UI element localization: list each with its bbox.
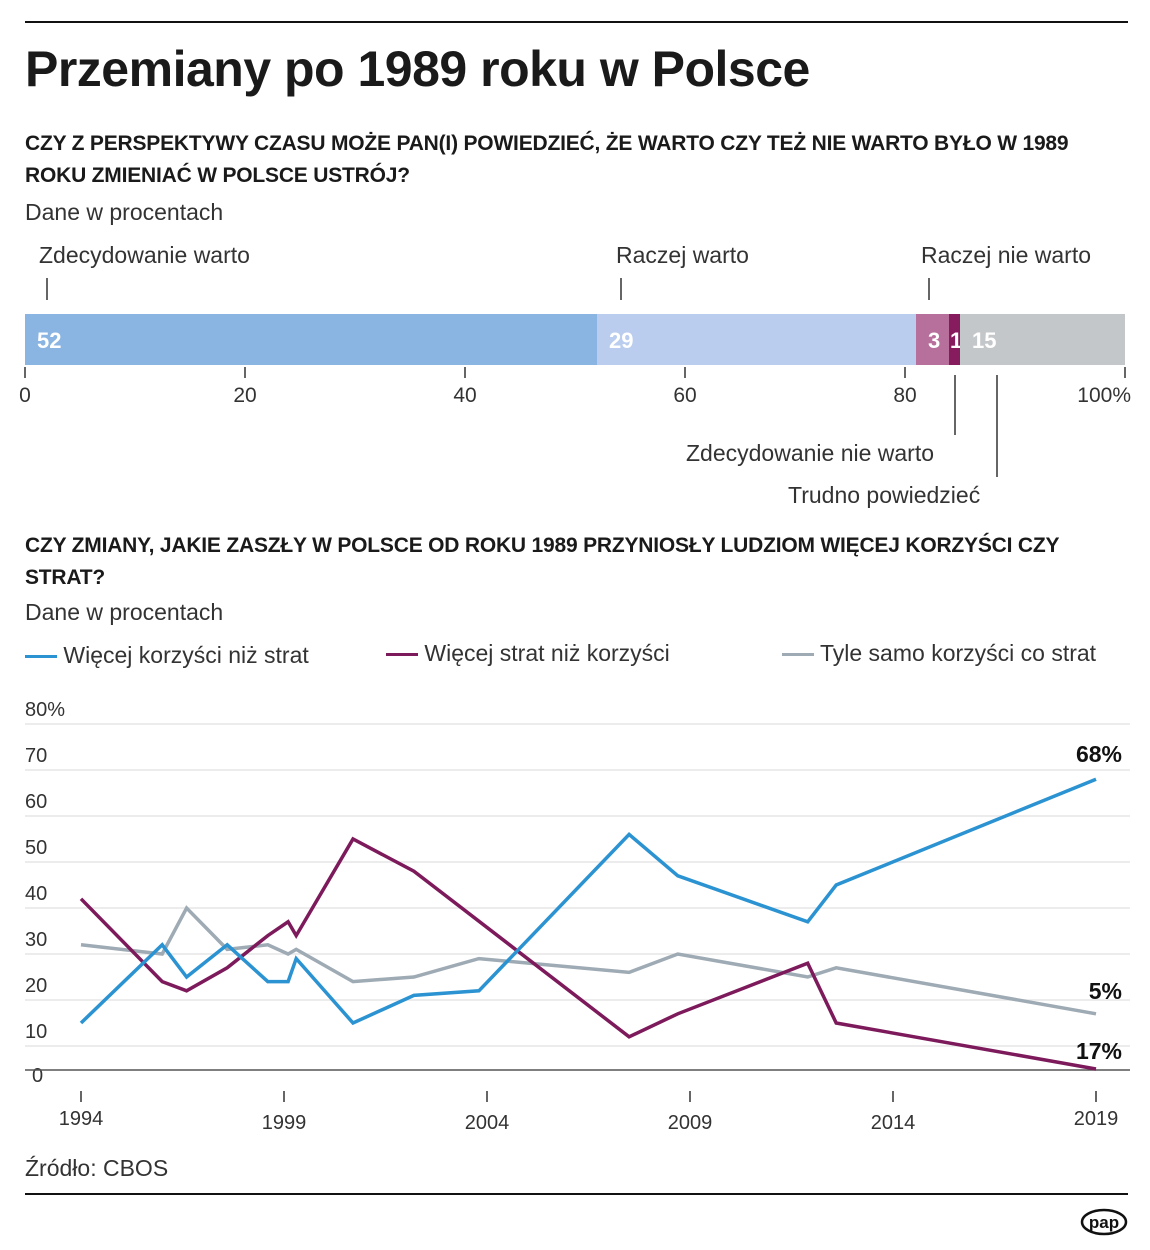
series-line <box>79 777 1097 1026</box>
x-tick-label: 60 <box>673 384 696 407</box>
bar-segment <box>25 314 597 365</box>
x-tick-label: 2014 <box>871 1112 916 1134</box>
label-zdecydowanie-warto: Zdecydowanie warto <box>39 242 250 268</box>
x-tick-label: 20 <box>233 384 256 407</box>
y-tick-label: 60 <box>25 791 47 813</box>
legend-label: Tyle samo korzyści co strat <box>819 640 1097 666</box>
bar-segment <box>916 314 949 365</box>
end-value-label: 68% <box>1076 741 1122 767</box>
svg-text:pap: pap <box>1089 1213 1119 1232</box>
y-tick-label: 40 <box>25 883 47 905</box>
legend-swatch <box>782 653 814 657</box>
y-tick-label: 70 <box>25 745 47 767</box>
bottom-rule <box>25 1193 1128 1195</box>
x-tick-label: 1994 <box>59 1108 104 1130</box>
bar-segment <box>960 314 1125 365</box>
end-value-label: 5% <box>1089 978 1122 1004</box>
bar-value-label: 3 <box>928 328 940 353</box>
end-value-label: 17% <box>1076 1038 1122 1064</box>
pap-logo: pap <box>1080 1208 1128 1236</box>
legend-swatch <box>25 655 57 659</box>
legend-item-tyle-samo: Tyle samo korzyści co strat <box>782 640 1096 667</box>
legend-label: Więcej korzyści niż strat <box>63 642 309 668</box>
x-tick-label: 2004 <box>465 1112 510 1134</box>
x-tick-label: 2009 <box>668 1112 713 1134</box>
label-raczej-warto: Raczej warto <box>616 242 749 268</box>
bar-segment <box>949 314 960 365</box>
series-line <box>79 836 1097 1071</box>
bar-segment <box>597 314 916 365</box>
label-raczej-nie-warto: Raczej nie warto <box>921 242 1092 268</box>
series-line <box>80 905 1097 1016</box>
x-tick-label: 2019 <box>1074 1108 1119 1130</box>
stacked-bar-chart: 52 29 3 1 15 0 20 40 60 80 100% <box>19 278 1131 477</box>
x-tick-label: 0 <box>19 384 31 407</box>
y-tick-label: 50 <box>25 837 47 859</box>
x-tick-label: 80 <box>893 384 916 407</box>
y-tick-label: 10 <box>25 1021 47 1043</box>
top-rule <box>25 21 1128 23</box>
x-tick-label: 40 <box>453 384 476 407</box>
source: Źródło: CBOS <box>25 1155 169 1181</box>
legend-swatch <box>386 653 418 657</box>
legend-label: Więcej strat niż korzyści <box>424 640 670 666</box>
question-1: CZY Z PERSPEKTYWY CZASU MOŻE PAN(I) POWI… <box>25 132 1069 187</box>
legend-item-korzysci: Więcej korzyści niż strat <box>25 642 309 669</box>
bar-value-label: 29 <box>609 328 633 353</box>
x-tick-label: 100% <box>1077 384 1131 407</box>
question-2: CZY ZMIANY, JAKIE ZASZŁY W POLSCE OD ROK… <box>25 534 1059 589</box>
page-title: Przemiany po 1989 roku w Polsce <box>25 41 810 97</box>
label-trudno-powiedziec: Trudno powiedzieć <box>788 482 981 508</box>
bar-value-label: 1 <box>950 328 962 353</box>
legend-item-straty: Więcej strat niż korzyści <box>386 640 670 667</box>
line-chart: 0 10 20 30 40 50 60 70 80% 1994 1999 2004 2009 2014 20… <box>25 699 1130 1134</box>
y-tick-label: 0 <box>32 1065 43 1087</box>
subtitle-2: Dane w procentach <box>25 599 224 625</box>
bar-value-label: 52 <box>37 328 61 353</box>
bar-value-label: 15 <box>972 328 996 353</box>
label-zdecydowanie-nie-warto: Zdecydowanie nie warto <box>686 440 935 466</box>
subtitle-1: Dane w procentach <box>25 199 224 225</box>
x-tick-label: 1999 <box>262 1112 307 1134</box>
y-tick-label: 80% <box>25 699 65 721</box>
y-tick-label: 30 <box>25 929 47 951</box>
y-tick-label: 20 <box>25 975 47 997</box>
